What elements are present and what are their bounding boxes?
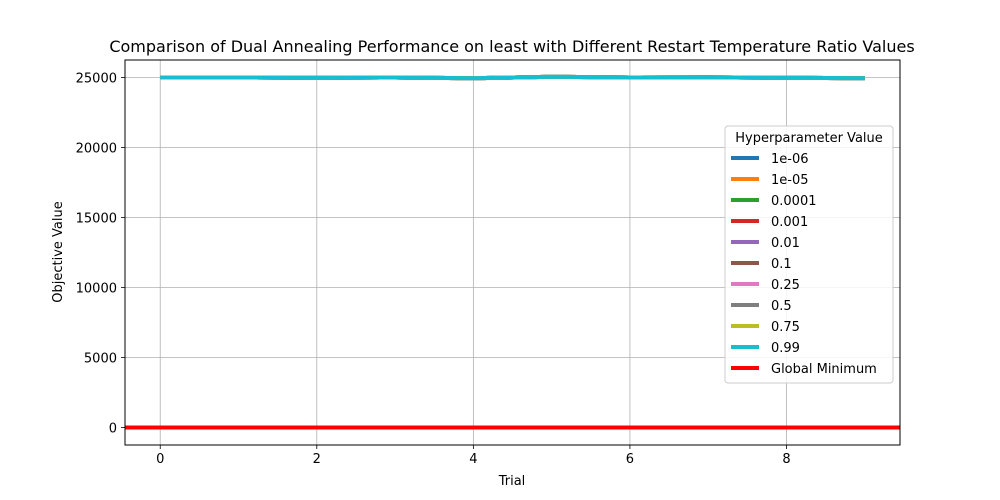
x-tick-label: 0 bbox=[156, 452, 164, 467]
legend-label: 0.0001 bbox=[771, 194, 817, 209]
legend-label: 0.1 bbox=[771, 257, 792, 272]
y-tick-label: 25000 bbox=[76, 72, 117, 87]
series-line bbox=[160, 74, 865, 81]
legend-label: 0.75 bbox=[771, 320, 800, 335]
legend-label: 0.5 bbox=[771, 299, 792, 314]
legend: Hyperparameter Value 1e-06 1e-05 0.0001 0.00… bbox=[724, 125, 894, 384]
chart-title: Comparison of Dual Annealing Performance… bbox=[109, 37, 914, 56]
y-tick-label: 5000 bbox=[84, 352, 117, 367]
legend-label: 1e-05 bbox=[771, 173, 809, 188]
x-tick-label: 4 bbox=[469, 452, 477, 467]
legend-box bbox=[724, 125, 894, 384]
legend-label: 0.001 bbox=[771, 215, 808, 230]
legend-label: 1e-06 bbox=[771, 152, 809, 167]
x-axis-label: Trial bbox=[498, 474, 526, 489]
x-axis: 0 2 4 6 8 bbox=[156, 445, 791, 467]
x-tick-label: 8 bbox=[782, 452, 790, 467]
legend-label: 0.99 bbox=[771, 341, 800, 356]
plot-frame bbox=[124, 59, 901, 446]
y-axis-label: Objective Value bbox=[51, 201, 66, 302]
y-tick-label: 10000 bbox=[76, 282, 117, 297]
y-tick-label: 0 bbox=[109, 422, 117, 437]
legend-label: Global Minimum bbox=[771, 362, 877, 377]
y-axis: 0 5000 10000 15000 20000 25000 bbox=[76, 72, 125, 437]
legend-title: Hyperparameter Value bbox=[735, 131, 883, 146]
legend-label: 0.01 bbox=[771, 236, 800, 251]
series-lines bbox=[125, 74, 900, 430]
x-tick-label: 6 bbox=[626, 452, 634, 467]
y-tick-label: 20000 bbox=[76, 142, 117, 157]
y-tick-label: 15000 bbox=[76, 212, 117, 227]
legend-label: 0.25 bbox=[771, 278, 800, 293]
x-tick-label: 2 bbox=[313, 452, 321, 467]
